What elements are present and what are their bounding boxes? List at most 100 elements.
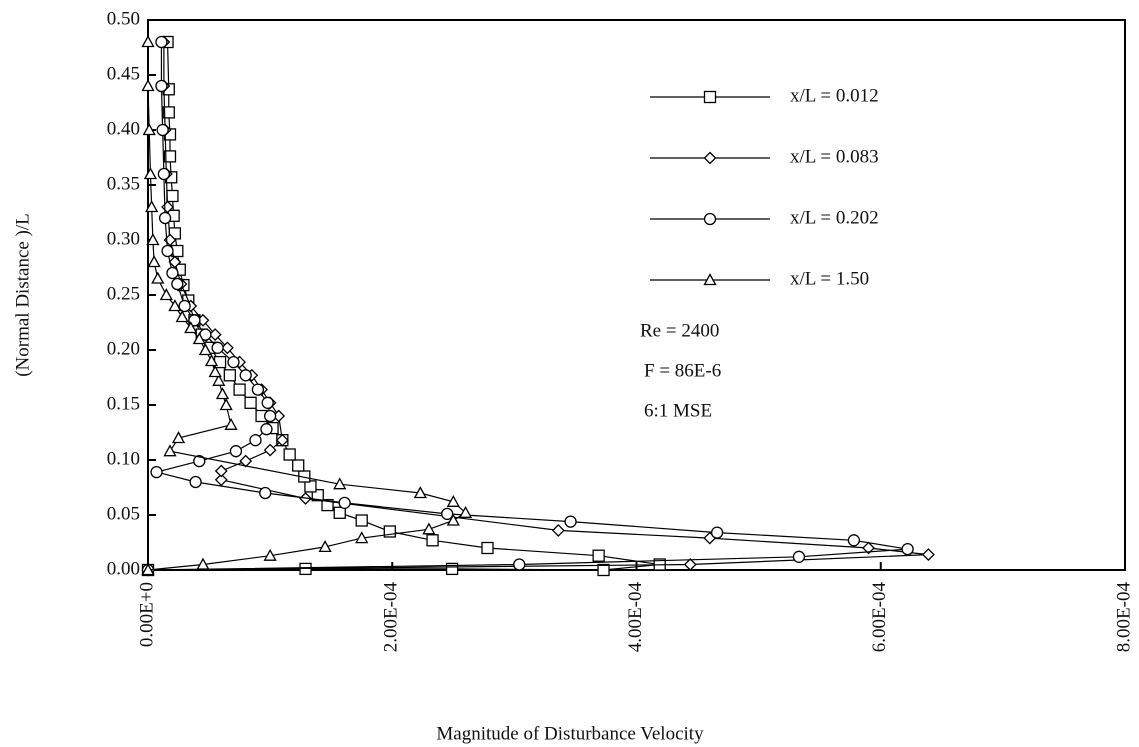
data-point (239, 369, 252, 382)
data-point (189, 475, 202, 489)
data-point (355, 531, 369, 544)
data-point (157, 167, 171, 181)
x-tick-label: 2.00E-04 (381, 582, 402, 653)
data-point (251, 383, 265, 396)
data-point (211, 341, 224, 354)
data-point (333, 506, 346, 519)
data-point (229, 445, 243, 458)
data-point (223, 369, 236, 382)
data-point (141, 35, 155, 48)
data-point (162, 106, 175, 119)
annotation: 6:1 MSE (644, 400, 712, 421)
data-point (166, 266, 179, 280)
data-point (710, 526, 724, 539)
x-axis-label: Magnitude of Disturbance Velocity (436, 723, 704, 744)
data-point (150, 465, 163, 479)
legend-label: x/L = 0.083 (790, 146, 879, 167)
data-point (141, 563, 155, 576)
data-point (283, 448, 296, 461)
data-point (901, 542, 914, 556)
data-point (792, 550, 806, 563)
data-point (263, 443, 277, 457)
y-tick-label: 0.35 (107, 173, 140, 194)
data-point (171, 431, 186, 444)
y-axis-label: (Normal Distance )/L (12, 213, 33, 377)
data-point (192, 332, 206, 345)
data-point (441, 507, 454, 521)
legend-marker (703, 273, 717, 286)
data-point (208, 328, 222, 342)
data-point (159, 288, 173, 301)
x-tick-label: 6.00E-04 (869, 582, 890, 653)
data-point (214, 473, 228, 487)
data-point (513, 558, 526, 571)
data-point (355, 514, 368, 527)
data-point (166, 189, 179, 203)
y-tick-label: 0.25 (107, 283, 140, 304)
data-point (215, 387, 230, 400)
data-point (156, 123, 169, 137)
y-tick-label: 0.15 (107, 393, 140, 414)
data-point (163, 444, 177, 457)
data-point (161, 244, 174, 258)
y-tick-label: 0.00 (107, 558, 140, 579)
data-point (155, 79, 168, 93)
data-point (239, 454, 253, 468)
y-tick-label: 0.20 (107, 338, 140, 359)
data-point (921, 548, 935, 562)
data-point (233, 383, 246, 396)
data-point (146, 233, 160, 246)
data-point (311, 489, 324, 502)
data-point (244, 396, 257, 409)
data-point (413, 486, 427, 499)
data-point (219, 398, 233, 411)
data-point (224, 417, 238, 430)
data-point (175, 310, 189, 323)
y-tick-label: 0.05 (107, 503, 140, 524)
data-point (208, 365, 222, 378)
data-point (147, 255, 161, 268)
data-point (220, 341, 234, 355)
data-point (338, 496, 351, 510)
x-tick-label: 0.00E+0 (136, 582, 157, 647)
data-point (214, 464, 228, 478)
data-point (184, 321, 198, 334)
data-point (212, 373, 226, 386)
data-point (151, 271, 165, 284)
legend-marker (703, 90, 717, 104)
y-tick-label: 0.50 (107, 8, 140, 29)
data-point (196, 557, 210, 570)
legend-marker (703, 212, 717, 226)
data-point (260, 423, 273, 436)
data-point (259, 486, 272, 500)
data-point (321, 498, 334, 512)
data-point (143, 167, 158, 180)
data-point (193, 454, 206, 468)
data-point (592, 549, 605, 562)
y-tick-label: 0.45 (107, 63, 140, 84)
data-point (426, 534, 439, 547)
data-point (445, 562, 459, 576)
x-tick-label: 4.00E-04 (625, 582, 646, 653)
annotation: F = 86E-6 (644, 360, 721, 381)
y-tick-label: 0.40 (107, 118, 140, 139)
data-point (249, 434, 262, 447)
data-point (163, 150, 177, 163)
legend-label: x/L = 0.012 (790, 85, 879, 106)
data-point (564, 515, 577, 528)
data-point (263, 409, 277, 423)
data-point (171, 277, 184, 291)
data-point (683, 558, 697, 571)
x-tick-label: 8.00E-04 (1113, 582, 1134, 653)
data-point (292, 459, 305, 472)
data-point (275, 433, 289, 447)
data-point (168, 299, 182, 312)
data-point (446, 494, 460, 507)
data-point (145, 200, 159, 213)
annotation: Re = 2400 (640, 320, 719, 341)
data-point (263, 548, 277, 561)
data-point (446, 513, 460, 526)
data-point (318, 540, 332, 553)
